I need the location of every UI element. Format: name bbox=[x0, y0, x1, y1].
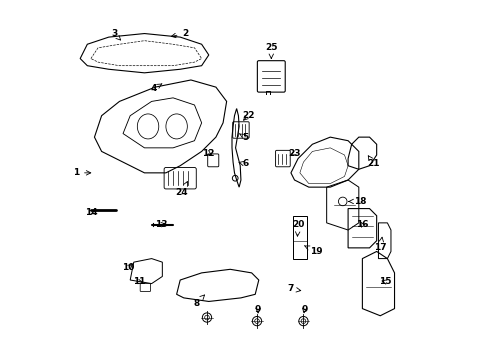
Text: 11: 11 bbox=[133, 277, 145, 286]
Text: 22: 22 bbox=[242, 111, 254, 120]
Text: 17: 17 bbox=[373, 237, 386, 252]
Text: 8: 8 bbox=[193, 295, 204, 308]
Bar bbox=[292, 216, 306, 258]
Text: 1: 1 bbox=[73, 168, 91, 177]
Text: 9: 9 bbox=[254, 305, 261, 314]
Text: 13: 13 bbox=[155, 220, 167, 229]
Text: 24: 24 bbox=[175, 181, 188, 197]
Text: 15: 15 bbox=[379, 277, 391, 286]
Text: 20: 20 bbox=[291, 220, 304, 236]
Text: 14: 14 bbox=[84, 208, 97, 217]
Text: 6: 6 bbox=[239, 159, 248, 168]
Text: 2: 2 bbox=[171, 29, 188, 38]
Text: 4: 4 bbox=[150, 84, 162, 93]
Text: 9: 9 bbox=[301, 305, 307, 314]
Text: 3: 3 bbox=[111, 29, 121, 40]
Text: 12: 12 bbox=[202, 149, 215, 158]
Text: 5: 5 bbox=[239, 132, 248, 141]
Text: 18: 18 bbox=[348, 197, 366, 206]
Text: 21: 21 bbox=[367, 156, 379, 168]
Text: 25: 25 bbox=[264, 43, 277, 58]
Text: 16: 16 bbox=[355, 220, 368, 229]
Text: 19: 19 bbox=[304, 246, 322, 256]
Text: 10: 10 bbox=[122, 263, 134, 272]
Text: 23: 23 bbox=[287, 149, 300, 158]
Text: 7: 7 bbox=[287, 284, 300, 293]
